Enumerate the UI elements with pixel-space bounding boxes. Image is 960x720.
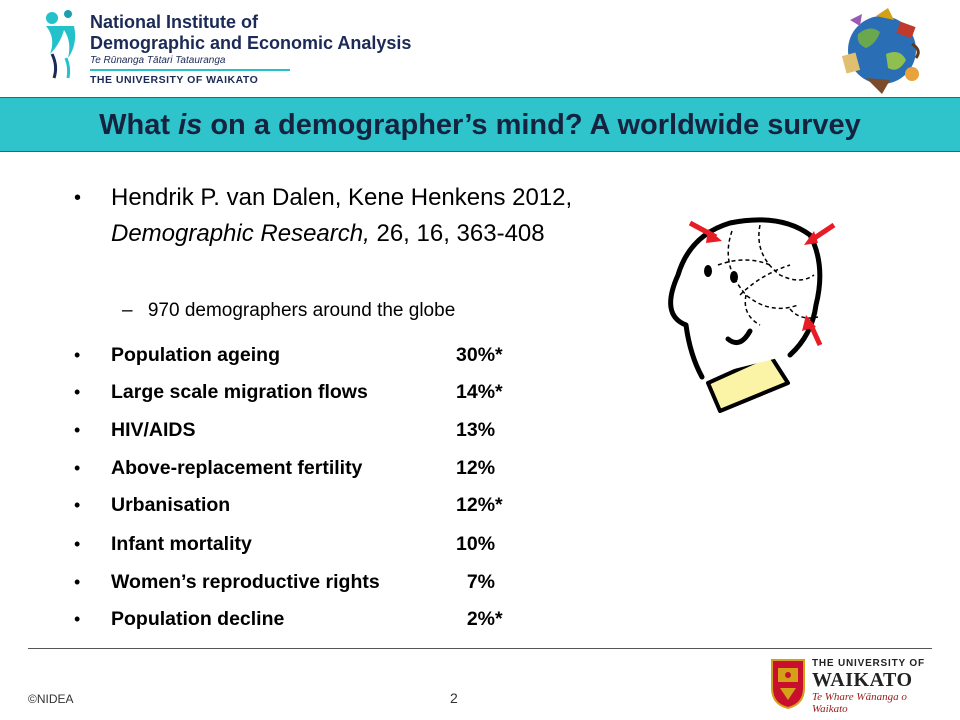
citation-authors: Hendrik P. van Dalen, Kene Henkens 2012, [111,184,573,211]
page-number: 2 [450,690,458,706]
bullet-dot: • [74,345,81,365]
item-value: 12% [456,457,496,479]
slide-title: What is on a demographer’s mind? A world… [0,98,960,153]
bullet-dot: • [74,420,81,440]
citation-text: Hendrik P. van Dalen, Kene Henkens 2012,… [111,180,591,252]
nidea-logo: National Institute of Demographic and Ec… [38,8,411,88]
logo-line-1: National Institute of [90,12,258,32]
item-value: 2%* [456,608,503,630]
title-part-2: on a demographer’s mind? A worldwide sur… [202,109,861,141]
uni-line-1: THE UNIVERSITY OF [812,658,925,669]
citation-journal: Demographic Research, [111,220,370,247]
bullet-dot: • [74,187,82,209]
item-value: 10% [456,533,496,555]
item-label: Urbanisation [111,494,231,516]
item-label: Infant mortality [111,533,252,555]
bullet-dot: • [74,458,81,478]
copyright: ©NIDEA [28,692,74,706]
item-label: Women’s reproductive rights [111,571,380,593]
bullet-dot: • [74,609,81,629]
item-value: 30%* [456,344,503,366]
item-value: 12%* [456,494,503,516]
item-value: 7% [456,571,496,593]
bullet-dot: • [74,572,81,592]
item-label: Population ageing [111,344,280,366]
logo-line-2: Demographic and Economic Analysis [90,33,412,53]
uni-line-3: Te Whare Wānanga o Waikato [812,691,907,715]
item-label: Large scale migration flows [111,381,368,403]
citation-details: 26, 16, 363-408 [369,220,545,247]
thinking-head-icon [668,217,836,413]
item-label: Above-replacement fertility [111,457,363,479]
item-value: 13% [456,419,496,441]
item-label: HIV/AIDS [111,419,196,441]
item-label: Population decline [111,608,285,630]
uni-line-2: WAIKATO [812,669,913,691]
globe-collage-icon [841,8,920,94]
logo-tagline: Te Rūnanga Tātari Tatauranga [90,55,226,66]
logo-university: THE UNIVERSITY OF WAIKATO [90,69,290,86]
footer-divider [28,648,932,649]
title-part-1: What [99,109,179,141]
title-bar: What is on a demographer’s mind? A world… [0,97,960,152]
bullet-dot: • [74,534,81,554]
waikato-crest-icon [771,659,805,710]
waikato-logo: THE UNIVERSITY OF WAIKATO Te Whare Wānan… [770,656,935,716]
title-emphasis: is [178,109,203,141]
sub-bullet-text: 970 demographers around the globe [147,300,456,321]
bullet-dot: • [74,382,81,402]
arrow-icon [688,220,836,347]
bullet-dot: • [74,495,81,515]
sub-bullet: – 970 demographers around the globe [122,300,455,322]
sub-dash: – [122,300,133,321]
nidea-logo-icon [46,10,76,79]
item-value: 14%* [456,381,503,403]
